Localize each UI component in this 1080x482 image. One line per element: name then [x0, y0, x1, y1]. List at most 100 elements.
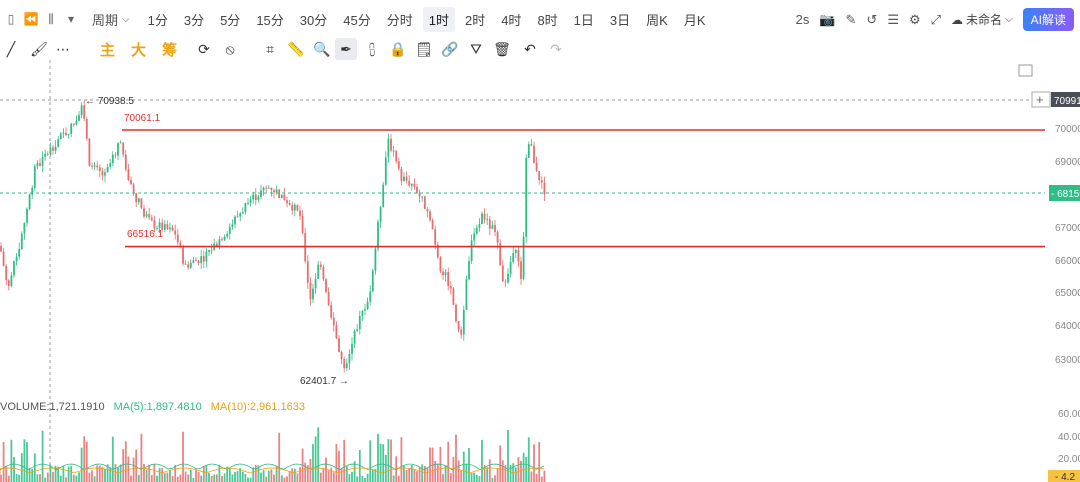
volume-bar-46 — [119, 464, 122, 482]
indicator-label-1[interactable]: 大 — [131, 41, 147, 59]
lock-icon[interactable]: 🔒 — [389, 40, 407, 57]
line-tool-icon[interactable]: ╱ — [6, 40, 16, 57]
timeframe-10[interactable]: 8时 — [537, 12, 558, 28]
volume-bar-128 — [332, 472, 335, 482]
layout-icon[interactable]: ▯ — [7, 12, 15, 26]
candle-body-136 — [353, 331, 356, 344]
timeframe-8[interactable]: 2时 — [464, 12, 486, 28]
volume-bar-204 — [530, 471, 533, 482]
bar-chart-icon[interactable]: ⫼ — [48, 11, 54, 26]
candle-body-103 — [267, 187, 270, 189]
volume-bar-26 — [67, 466, 70, 482]
candle-body-123 — [319, 264, 322, 267]
replay-icon[interactable]: ↺ — [866, 11, 878, 27]
candle-body-28 — [72, 123, 75, 125]
volume-bar-115 — [299, 467, 301, 482]
crop-icon[interactable]: ⌗ — [266, 40, 274, 57]
timeframe-13[interactable]: 周K — [646, 12, 668, 28]
timeframe-9[interactable]: 4时 — [501, 12, 522, 28]
volume-bar-133 — [345, 465, 348, 482]
fullscreen-icon[interactable]: ⤢ — [930, 11, 942, 27]
candle-body-111 — [288, 203, 291, 206]
measure-icon[interactable]: ⦸ — [225, 40, 235, 57]
trash-icon[interactable]: 🗑 — [493, 40, 511, 57]
high-annotation: ← 70938.5 — [85, 96, 134, 107]
volume-bar-166 — [431, 447, 434, 482]
volume-bar-21 — [54, 465, 57, 482]
note-icon[interactable]: 🗒 — [415, 40, 433, 57]
more-icon[interactable]: ⋯ — [56, 40, 70, 57]
candle-body-120 — [312, 288, 314, 300]
list-icon[interactable]: ☰ — [887, 11, 899, 27]
volume-bar-92 — [239, 468, 242, 482]
undo-icon[interactable]: ↶ — [524, 40, 536, 57]
rewind-icon[interactable]: ⏪ — [23, 12, 39, 26]
candle-body-48 — [124, 154, 127, 170]
candle-body-141 — [366, 301, 369, 310]
timeframe-0[interactable]: 1分 — [147, 12, 168, 28]
camera-icon[interactable]: 📷 — [819, 11, 836, 27]
timeframe-2[interactable]: 5分 — [220, 12, 241, 28]
link-icon[interactable]: 🔗 — [441, 40, 459, 57]
candle-body-17 — [44, 153, 47, 158]
candle-body-36 — [93, 165, 96, 167]
candle-body-161 — [418, 192, 421, 197]
volume-bar-167 — [434, 461, 437, 482]
pen-icon[interactable]: ✒ — [335, 38, 358, 60]
volume-bar-170 — [442, 474, 444, 482]
timeframe-14[interactable]: 月K — [683, 12, 706, 28]
volume-bar-88 — [228, 468, 231, 482]
volume-bar-97 — [252, 467, 255, 482]
ruler-icon[interactable]: 📏 — [287, 40, 305, 57]
volume-bar-143 — [371, 469, 374, 482]
rotate-icon[interactable]: ⟳ — [198, 40, 210, 57]
candle-body-55 — [143, 208, 145, 217]
zoom-icon[interactable]: 🔍 — [313, 40, 331, 57]
candle-body-157 — [408, 180, 411, 186]
timeframe-3[interactable]: 15分 — [256, 12, 284, 28]
price-chart[interactable]: 70061.1 66516.1 ← 70938.5 62401.7 → 70000 690… — [0, 60, 1080, 482]
candle-body-131 — [340, 351, 343, 360]
timeframe-12[interactable]: 3日 — [609, 12, 631, 28]
volume-bar-186 — [483, 464, 486, 482]
volume-bar-154 — [400, 437, 403, 482]
candle-body-72 — [187, 264, 190, 268]
volume-bar-84 — [218, 464, 221, 482]
indicator-label-0[interactable]: 主 — [100, 41, 116, 59]
timeframe-6[interactable]: 分时 — [386, 12, 413, 28]
magnet-icon[interactable]: ⩉ — [368, 40, 376, 57]
filter-icon[interactable]: ⛛ — [470, 40, 482, 57]
volume-bar-69 — [179, 474, 182, 482]
ai-analysis-button[interactable]: AI解读 — [1022, 8, 1074, 31]
volume-bar-209 — [543, 470, 546, 482]
candle-body-84 — [218, 239, 221, 247]
candle-body-114 — [296, 204, 299, 211]
timeframe-7[interactable]: 1时 — [422, 6, 455, 32]
timeframe-1[interactable]: 3分 — [183, 12, 205, 28]
volume-bar-194 — [504, 465, 507, 482]
brush-tool-icon[interactable]: 🖌 — [30, 40, 48, 57]
workspace-selector[interactable]: ☁ 未命名 ⌵ — [951, 11, 1013, 28]
volume-bar-44 — [114, 464, 117, 482]
edit-icon[interactable]: ✎ — [845, 11, 857, 27]
volume-current-tag — [1048, 470, 1080, 482]
timeframe-4[interactable]: 30分 — [299, 12, 328, 28]
price-tick-4: 65000 — [1055, 288, 1080, 299]
volume-bar-179 — [465, 463, 468, 482]
settings-icon[interactable]: ⚙ — [908, 11, 921, 27]
volume-bar-107 — [278, 432, 281, 482]
interval-label[interactable]: 2s — [795, 12, 810, 27]
candle-body-62 — [161, 222, 164, 230]
indicator-label-2[interactable]: 筹 — [162, 41, 178, 59]
timeframe-11[interactable]: 1日 — [573, 12, 594, 28]
chevron-down-icon: ⌵ — [1005, 14, 1013, 25]
volume-bar-13 — [33, 453, 36, 482]
expand-icon[interactable]: ▾ — [67, 12, 75, 26]
candle-body-91 — [236, 216, 239, 218]
candle-body-207 — [538, 170, 541, 180]
candle-body-158 — [410, 183, 413, 186]
volume-bar-51 — [132, 457, 135, 482]
redo-icon[interactable]: ↷ — [550, 40, 562, 57]
timeframe-5[interactable]: 45分 — [343, 12, 371, 28]
period-selector[interactable]: 周期 ⌵ — [92, 10, 130, 29]
